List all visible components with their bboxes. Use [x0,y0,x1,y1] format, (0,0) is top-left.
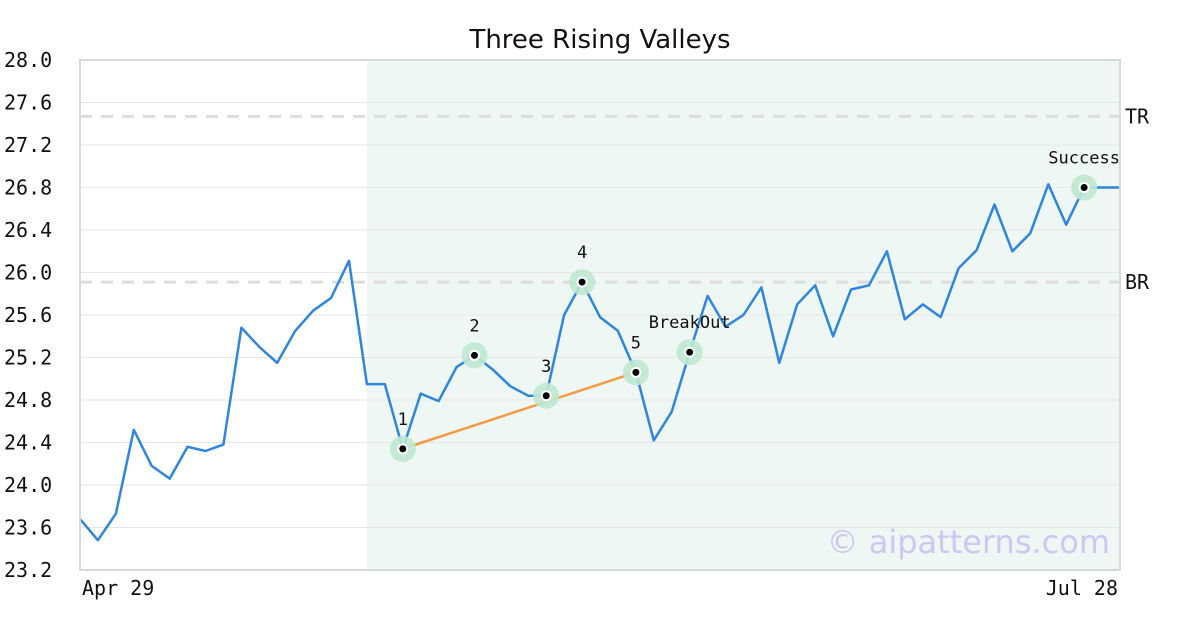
watermark: © aipatterns.com [827,523,1110,561]
y-tick-label: 23.2 [4,558,52,582]
marker-point [542,392,550,400]
y-tick-label: 24.0 [4,473,52,497]
trend-line-layer [402,371,637,451]
chart-title: Three Rising Valleys [468,25,730,55]
y-tick-label: 26.8 [4,176,52,200]
marker-point [470,351,478,359]
y-tick-label: 25.6 [4,303,52,327]
x-tick-label: Apr 29 [82,576,154,600]
marker-point [399,445,407,453]
marker-label: 5 [631,333,641,353]
markers-layer [389,174,1098,462]
y-tick-label: 25.2 [4,346,52,370]
y-tick-label: 24.8 [4,388,52,412]
series-layer [79,183,1120,542]
y-tick-label: 26.0 [4,261,52,285]
price-line [79,183,1120,542]
marker-point [686,348,694,356]
y-tick-label: 23.6 [4,516,52,540]
reference-line-label: TR [1125,104,1150,128]
marker-label: Success [1048,149,1120,169]
marker-point [578,278,586,286]
marker-label: BreakOut [649,313,731,333]
y-tick-label: 24.4 [4,431,52,455]
reference-lines-layer [80,114,1120,284]
x-tick-label: Jul 28 [1046,576,1118,600]
trend-line [402,371,637,451]
y-tick-label: 26.4 [4,218,52,242]
marker-label: 2 [469,316,479,336]
marker-label: 1 [398,410,408,430]
marker-label: 4 [577,243,587,263]
labels-layer: 23.2 23.6 24.0 24.4 24.8 25.2 25.6 26.0 26.4 26.8… [4,48,1150,600]
plot-frame [79,59,1121,571]
marker-point [632,368,640,376]
marker-label: 3 [541,357,551,377]
y-tick-label: 27.2 [4,133,52,157]
y-tick-label: 28.0 [4,48,52,72]
marker-point [1080,184,1088,191]
reference-line-label: BR [1125,270,1150,294]
y-tick-label: 27.6 [4,91,52,115]
